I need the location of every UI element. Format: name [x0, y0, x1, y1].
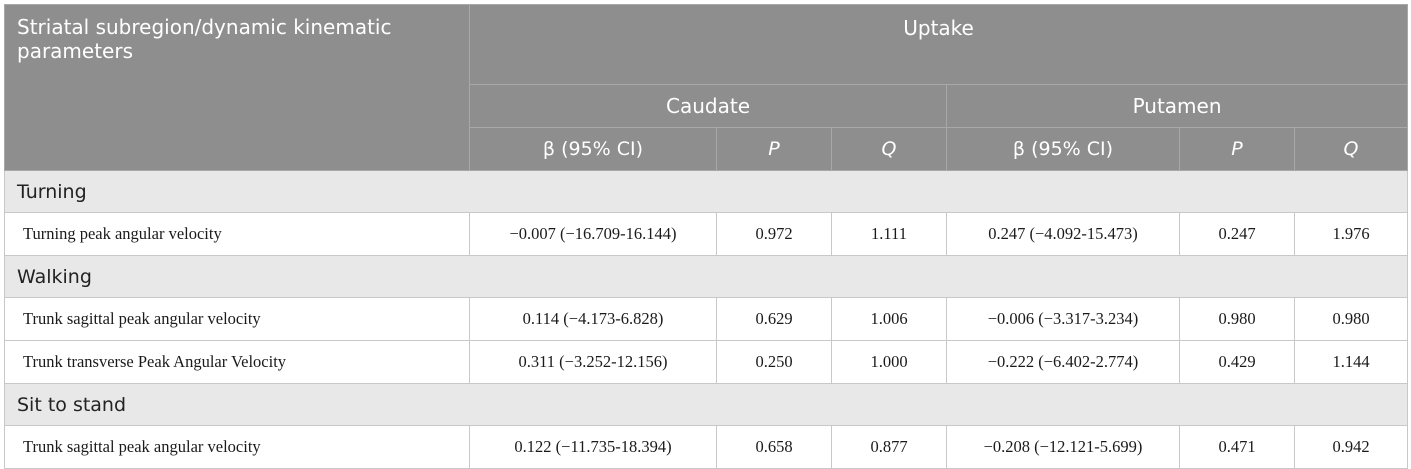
caudate-beta-cell: 0.122 (−11.735-18.394) — [469, 425, 717, 469]
caudate-beta-cell: 0.114 (−4.173-6.828) — [469, 297, 717, 341]
parameter-label: Trunk sagittal peak angular velocity — [4, 297, 470, 341]
putamen-p-cell: 0.429 — [1179, 340, 1295, 384]
caudate-beta-cell: 0.311 (−3.252-12.156) — [469, 340, 717, 384]
caudate-q-cell: 1.000 — [831, 340, 947, 384]
group-label: Sit to stand — [3, 383, 1409, 426]
caudate-beta-cell: −0.007 (−16.709-16.144) — [469, 212, 717, 256]
group-label: Walking — [3, 255, 1409, 298]
putamen-p-header: P — [1179, 127, 1295, 171]
putamen-q-cell: 1.144 — [1293, 340, 1409, 384]
putamen-p-cell: 0.980 — [1179, 297, 1295, 341]
caudate-q-header: Q — [831, 127, 947, 171]
caudate-p-header: P — [716, 127, 832, 171]
group-row-sit-to-stand: Sit to stand — [3, 383, 1409, 426]
caudate-p-cell: 0.658 — [716, 425, 832, 469]
putamen-q-header: Q — [1293, 127, 1409, 171]
putamen-p-cell: 0.247 — [1179, 212, 1295, 256]
putamen-q-cell: 1.976 — [1293, 212, 1409, 256]
group-row-turning: Turning — [3, 170, 1409, 213]
table-row: Turning peak angular velocity −0.007 (−1… — [4, 212, 1409, 256]
putamen-q-cell: 0.942 — [1293, 425, 1409, 469]
table-row: Trunk sagittal peak angular velocity 0.1… — [4, 297, 1409, 341]
uptake-header: Uptake — [468, 4, 1409, 85]
putamen-header: Putamen — [945, 84, 1409, 128]
table-row: Trunk sagittal peak angular velocity 0.1… — [4, 425, 1409, 469]
row-label-header: Striatal subregion/dynamic kinematic par… — [4, 4, 470, 171]
putamen-p-cell: 0.471 — [1179, 425, 1295, 469]
results-table: Striatal subregion/dynamic kinematic par… — [3, 4, 1409, 469]
caudate-p-cell: 0.972 — [716, 212, 832, 256]
table-row: Trunk transverse Peak Angular Velocity 0… — [4, 340, 1409, 384]
caudate-q-cell: 1.111 — [831, 212, 947, 256]
parameter-label: Trunk sagittal peak angular velocity — [4, 425, 470, 469]
putamen-beta-cell: −0.006 (−3.317-3.234) — [946, 297, 1180, 341]
caudate-q-cell: 1.006 — [831, 297, 947, 341]
putamen-q-cell: 0.980 — [1293, 297, 1409, 341]
putamen-beta-cell: 0.247 (−4.092-15.473) — [946, 212, 1180, 256]
parameter-label: Turning peak angular velocity — [4, 212, 470, 256]
parameter-label: Trunk transverse Peak Angular Velocity — [4, 340, 470, 384]
putamen-beta-header: β (95% CI) — [946, 127, 1180, 171]
caudate-header: Caudate — [469, 84, 947, 128]
group-label: Turning — [3, 170, 1409, 213]
group-row-walking: Walking — [3, 255, 1409, 298]
caudate-p-cell: 0.250 — [716, 340, 832, 384]
putamen-beta-cell: −0.222 (−6.402-2.774) — [946, 340, 1180, 384]
putamen-beta-cell: −0.208 (−12.121-5.699) — [946, 425, 1180, 469]
caudate-q-cell: 0.877 — [831, 425, 947, 469]
caudate-beta-header: β (95% CI) — [469, 127, 717, 171]
caudate-p-cell: 0.629 — [716, 297, 832, 341]
